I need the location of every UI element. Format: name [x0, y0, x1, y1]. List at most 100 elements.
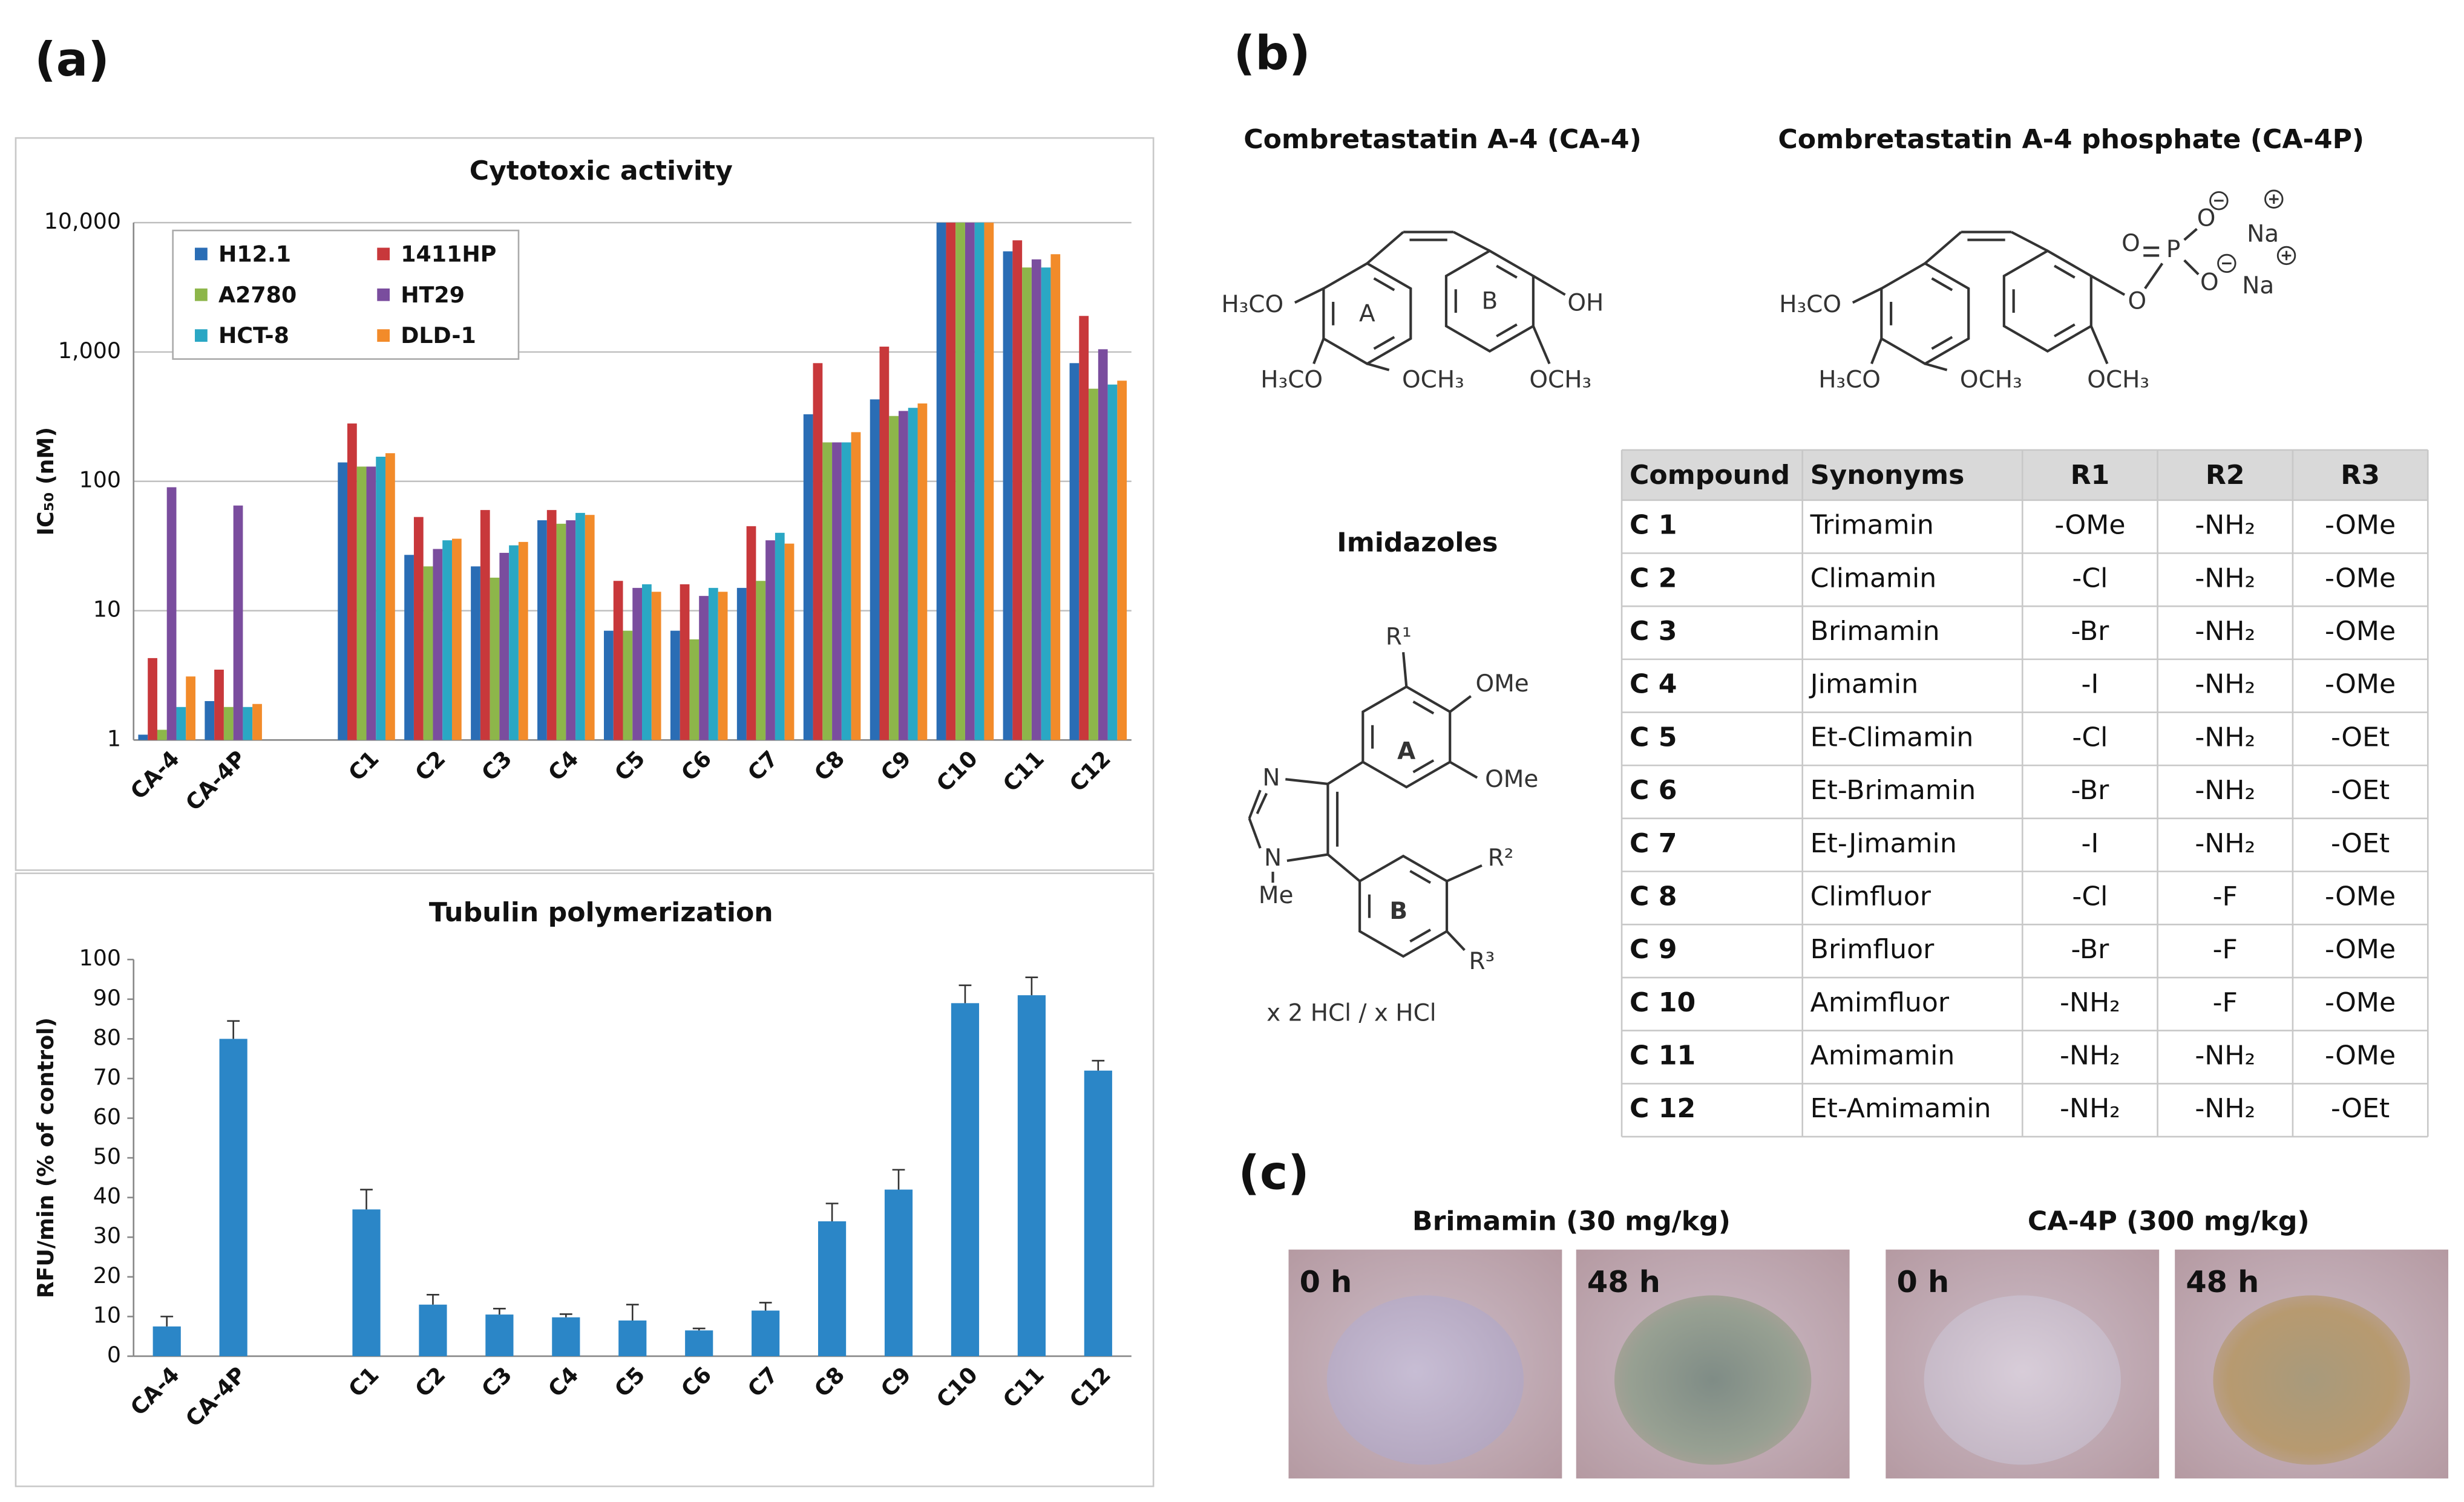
bar [499, 552, 510, 740]
atom-label: OCH₃ [1402, 366, 1464, 393]
bond [1373, 336, 1395, 350]
y-tick-label: 10,000 [44, 208, 121, 234]
error-bar [825, 1203, 839, 1222]
table-cell: -OEt [2331, 775, 2390, 806]
atom-label: OH [1567, 289, 1604, 316]
atom-label: H₃CO [1818, 366, 1881, 393]
bond [1285, 778, 1328, 785]
bar [352, 1209, 381, 1356]
ring-label: A [1359, 300, 1375, 327]
photo-title: Brimamin (30 mg/kg) [1412, 1206, 1731, 1237]
bar [974, 223, 985, 740]
bar [1098, 349, 1108, 740]
bond [2011, 230, 2048, 252]
bond [1532, 275, 1566, 296]
table-cell: -I [2081, 828, 2099, 859]
bar [756, 581, 766, 740]
table-cell: C 9 [1630, 934, 1677, 965]
table-cell: C 10 [1630, 987, 1696, 1018]
table-cell: C 3 [1630, 616, 1677, 647]
bond [1446, 930, 1466, 952]
legend-swatch [377, 247, 390, 261]
bond [1931, 277, 1953, 292]
bar [718, 592, 728, 740]
error-bar [427, 1294, 439, 1305]
bar [832, 442, 842, 740]
atom-label: O [2128, 288, 2147, 315]
legend-swatch [195, 329, 208, 342]
charge [2264, 189, 2284, 209]
bar [413, 517, 424, 740]
bar [951, 1003, 980, 1356]
bond [1449, 695, 1472, 713]
bar [784, 543, 795, 740]
bar [642, 584, 652, 740]
table-cell: -OMe [2325, 934, 2396, 965]
table-cell: Climfluor [1810, 881, 1932, 912]
table-cell: -OMe [2325, 563, 2396, 593]
charge [2217, 253, 2236, 273]
table-cell: Compound [1630, 460, 1790, 491]
error-bar [559, 1313, 572, 1318]
bar [1041, 267, 1051, 740]
bar [585, 515, 595, 740]
chart-title: Cytotoxic activity [470, 155, 733, 186]
error-bar [759, 1302, 772, 1311]
bar [509, 545, 519, 740]
atom-label: Na [2247, 220, 2279, 247]
bond [2183, 227, 2198, 241]
bar [366, 466, 376, 740]
table-cell: -OEt [2331, 1093, 2390, 1124]
bar [490, 577, 500, 740]
y-tick-label: 0 [107, 1342, 121, 1368]
y-tick-label: 60 [93, 1104, 121, 1130]
error-bar [1092, 1060, 1105, 1071]
table-cell: -OMe [2325, 1040, 2396, 1071]
structures: H₃CO H₃CO OCH₃ OCH₃ OH A B H₃CO H₃CO OCH… [1221, 189, 2296, 1027]
bar [984, 223, 994, 740]
bar [214, 670, 224, 740]
table-cell: Jimamin [1809, 669, 1919, 700]
atom-label: Me [1259, 882, 1294, 909]
y-tick-label: 30 [93, 1223, 121, 1249]
table-cell: Amimfluor [1810, 987, 1950, 1018]
table-cell: -OMe [2325, 881, 2396, 912]
photo-tumor [2213, 1295, 2410, 1465]
bond [1327, 853, 1361, 883]
bar [219, 1039, 247, 1356]
table-cell: -OEt [2331, 828, 2390, 859]
table-cell: C 5 [1630, 722, 1677, 753]
bar [1069, 363, 1080, 740]
table-cell: -Cl [2072, 881, 2108, 912]
bond [1286, 853, 1328, 862]
bar [699, 596, 709, 740]
table-cell: Synonyms [1810, 460, 1965, 491]
y-tick-label: 90 [93, 985, 121, 1011]
table-cell: -NH₂ [2060, 1040, 2120, 1071]
bar [603, 630, 614, 740]
bar [433, 549, 443, 740]
table-cell: Et-Climamin [1810, 722, 1974, 753]
y-tick-label: 70 [93, 1064, 121, 1090]
atom-label: O [2197, 204, 2216, 232]
bar [1089, 388, 1098, 740]
bond [2053, 264, 2076, 279]
table-cell: -NH₂ [2195, 669, 2255, 700]
bar [1022, 267, 1032, 740]
bond [1870, 338, 1883, 365]
bond [1409, 870, 1432, 884]
photo-time: 0 h [1300, 1264, 1352, 1299]
bar [385, 453, 395, 740]
bond [1366, 231, 1404, 264]
table-cell: Et-Brimamin [1810, 775, 1976, 806]
bar [1003, 251, 1013, 740]
table-cell: R2 [2206, 460, 2245, 491]
bond [2090, 275, 2126, 296]
bar [708, 587, 718, 740]
bar [632, 587, 643, 740]
table-cell: -Cl [2072, 722, 2108, 753]
error-bar [692, 1327, 706, 1331]
legend-label: HT29 [401, 282, 465, 308]
table-cell: Brimfluor [1810, 934, 1935, 965]
atom-label: N [1262, 765, 1280, 792]
